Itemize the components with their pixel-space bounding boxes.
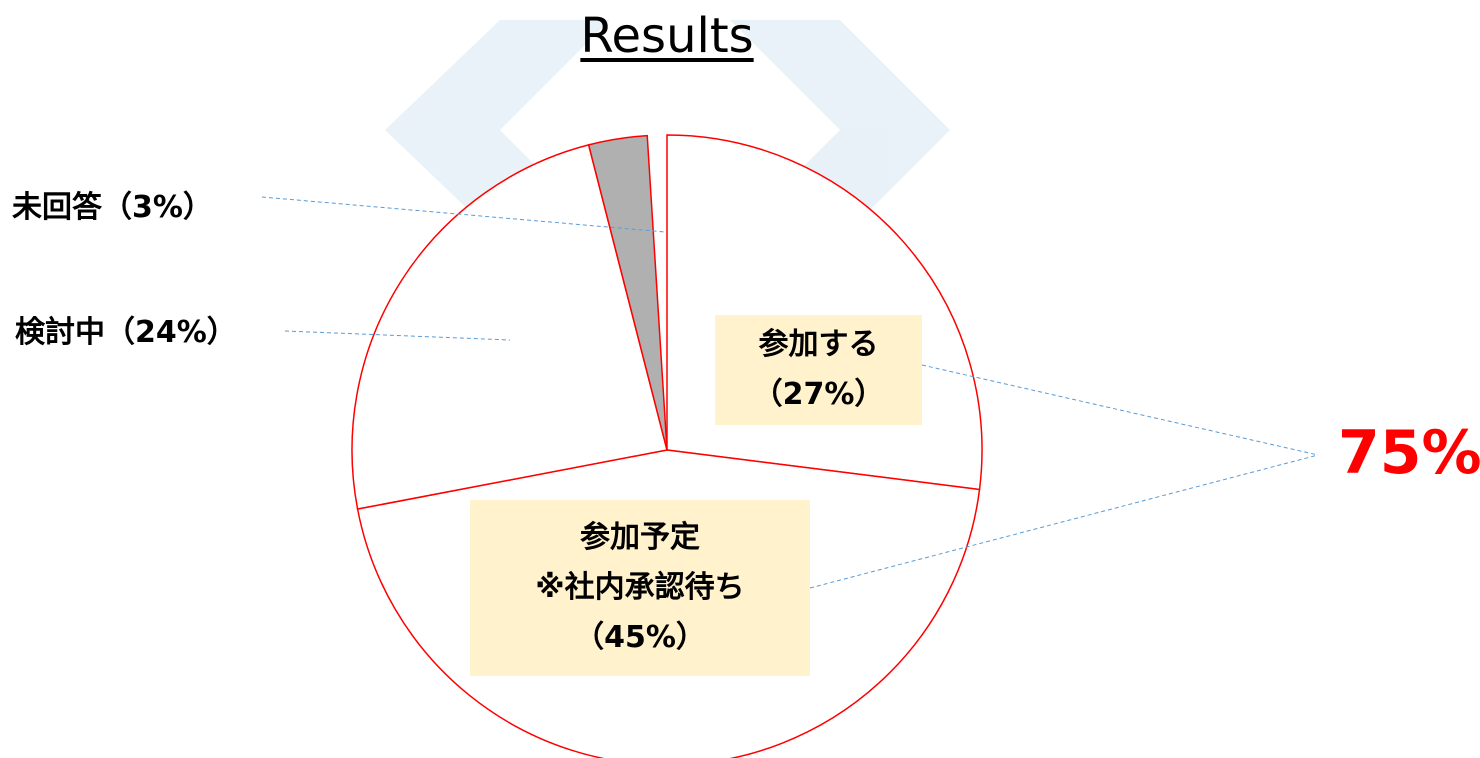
- pie-slice: [587, 134, 668, 451]
- leader-line: [809, 454, 1319, 589]
- category-label: 参加予定 ※社内承認待ち: [535, 520, 745, 605]
- value-label: （24%）: [105, 315, 237, 350]
- slice-label: 未回答（3%）: [12, 183, 213, 233]
- pie-slice: [666, 134, 983, 491]
- category-label: 未回答: [12, 190, 102, 225]
- category-label: 参加する: [758, 327, 879, 362]
- slice-label: 検討中（24%）: [15, 308, 237, 358]
- category-label: 検討中: [15, 315, 105, 350]
- value-label: （3%）: [102, 190, 213, 225]
- leader-line: [284, 330, 511, 341]
- leader-line: [261, 196, 666, 233]
- chart-title: Results: [580, 8, 754, 64]
- pie-slice: [351, 143, 668, 510]
- annotation: 75%: [1338, 418, 1480, 488]
- leaders: [261, 196, 1319, 589]
- slice-label: 参加する （27%）: [715, 315, 922, 425]
- value-label: （27%）: [752, 377, 885, 412]
- slice-label: 参加予定 ※社内承認待ち （45%）: [470, 500, 810, 676]
- leader-line: [921, 364, 1319, 456]
- value-label: （45%）: [574, 620, 706, 655]
